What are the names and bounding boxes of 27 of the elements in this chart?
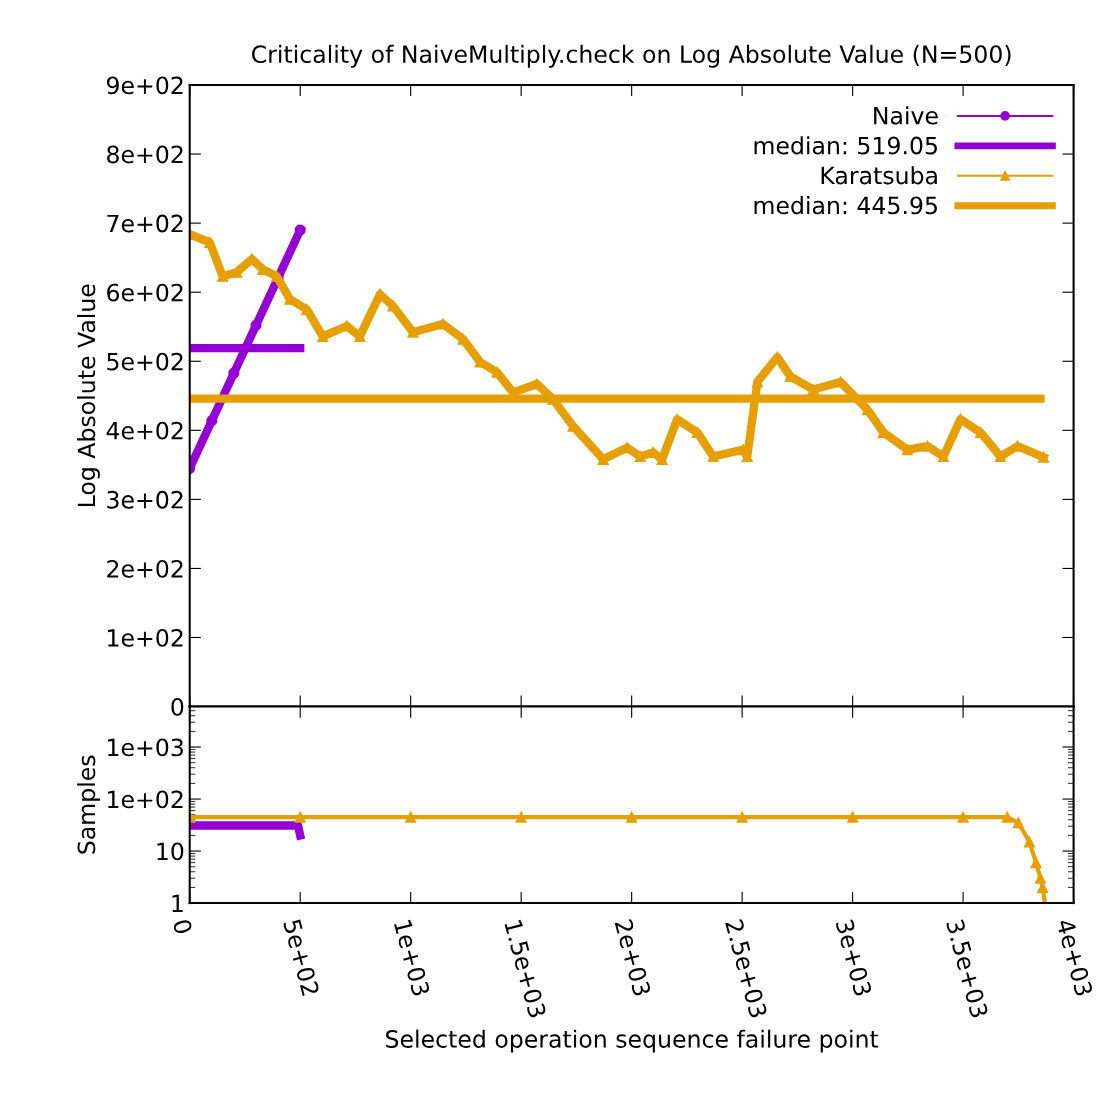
x-tick-label: 4e+03 xyxy=(1056,918,1094,997)
y-tick-label: 6e+02 xyxy=(107,283,183,302)
legend-label: median: 519.05 xyxy=(754,136,937,155)
y-tick-label: 9e+02 xyxy=(106,76,183,95)
y-tick-label: 4e+02 xyxy=(106,421,183,440)
y-tick-label: 1e+03 xyxy=(108,738,183,757)
y-tick-label: 0 xyxy=(171,698,184,716)
y-axis-title: Log Absolute Value xyxy=(77,284,100,507)
y-axis-title: Samples xyxy=(77,755,100,854)
legend-label: median: 445.95 xyxy=(754,196,937,215)
x-axis-title: Selected operation sequence failure point xyxy=(386,1029,879,1053)
y-tick-label: 10 xyxy=(157,842,184,861)
x-tick-label: 1e+03 xyxy=(393,919,431,997)
x-tick-label: 5e+02 xyxy=(283,918,320,997)
legend-label: Karatsuba xyxy=(821,166,937,185)
legend-label: Naive xyxy=(874,106,938,125)
chart-title: Criticality of NaiveMultiply.check on Log Absolute Value (N=500) xyxy=(252,44,1011,68)
y-tick-label: 1e+02 xyxy=(108,790,183,809)
y-tick-label: 7e+02 xyxy=(107,214,183,233)
y-tick-label: 3e+02 xyxy=(107,490,183,509)
y-tick-label: 5e+02 xyxy=(107,352,183,371)
x-tick-label: 3e+03 xyxy=(835,918,873,997)
x-tick-label: 2e+03 xyxy=(614,918,652,997)
y-tick-label: 2e+02 xyxy=(107,559,183,578)
y-tick-label: 1e+02 xyxy=(108,628,183,647)
y-tick-label: 1 xyxy=(172,894,183,913)
y-tick-label: 8e+02 xyxy=(107,145,183,164)
